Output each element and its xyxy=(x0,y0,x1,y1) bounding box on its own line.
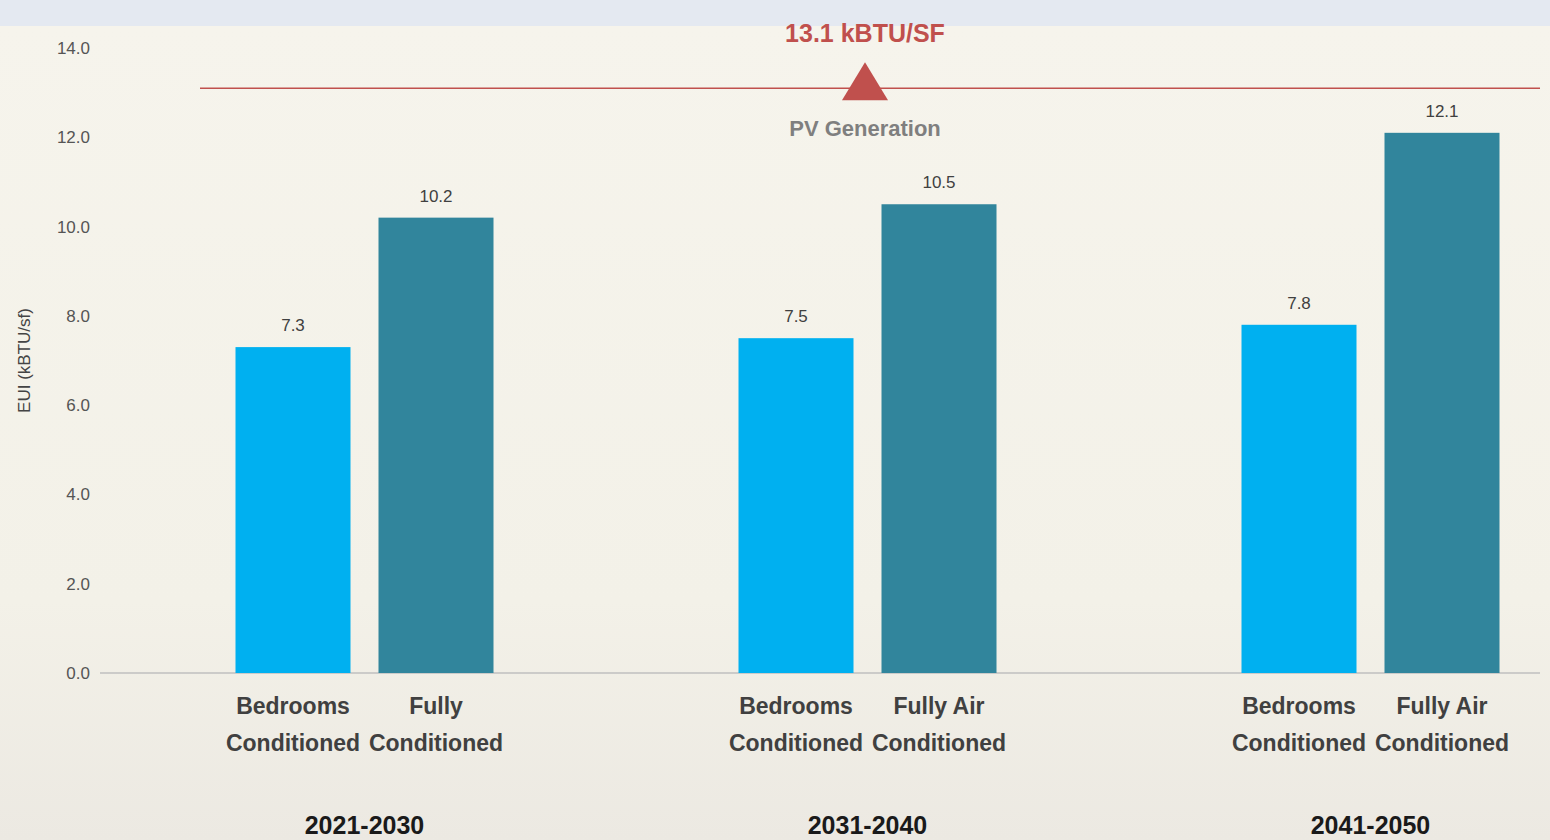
category-label: BedroomsConditioned xyxy=(1232,693,1366,756)
chart: 0.0 2.0 4.0 6.0 8.0 10.0 12.0 14.0 EUI (kBTU/sf)… xyxy=(0,0,1550,840)
bar xyxy=(1242,325,1357,673)
group-label: 2031-2040 xyxy=(808,811,928,839)
data-label: 10.5 xyxy=(922,173,955,192)
data-label: 7.3 xyxy=(281,316,305,335)
group-label: 2041-2050 xyxy=(1311,811,1431,839)
bar xyxy=(739,338,854,673)
bars xyxy=(236,133,1500,673)
y-tick-label: 6.0 xyxy=(66,396,90,415)
y-tick-label: 2.0 xyxy=(66,575,90,594)
bar xyxy=(882,204,997,673)
bar xyxy=(236,347,351,673)
data-label: 7.8 xyxy=(1287,294,1311,313)
category-label: Fully AirConditioned xyxy=(1375,693,1509,756)
data-label: 12.1 xyxy=(1425,102,1458,121)
reference-caption: PV Generation xyxy=(789,116,941,141)
y-tick-label: 8.0 xyxy=(66,307,90,326)
reference-label: 13.1 kBTU/SF xyxy=(785,19,945,47)
y-tick-label: 12.0 xyxy=(57,128,90,147)
bar xyxy=(379,218,494,673)
group-label: 2021-2030 xyxy=(305,811,425,839)
bar xyxy=(1385,133,1500,673)
y-tick-label: 14.0 xyxy=(57,39,90,58)
category-label: BedroomsConditioned xyxy=(226,693,360,756)
y-axis-title: EUI (kBTU/sf) xyxy=(15,308,34,413)
category-label: FullyConditioned xyxy=(369,693,503,756)
y-tick-label: 0.0 xyxy=(66,664,90,683)
reference-marker xyxy=(842,62,888,100)
y-tick-label: 10.0 xyxy=(57,218,90,237)
category-label: BedroomsConditioned xyxy=(729,693,863,756)
category-label: Fully AirConditioned xyxy=(872,693,1006,756)
data-label: 7.5 xyxy=(784,307,808,326)
data-label: 10.2 xyxy=(419,187,452,206)
y-tick-label: 4.0 xyxy=(66,485,90,504)
